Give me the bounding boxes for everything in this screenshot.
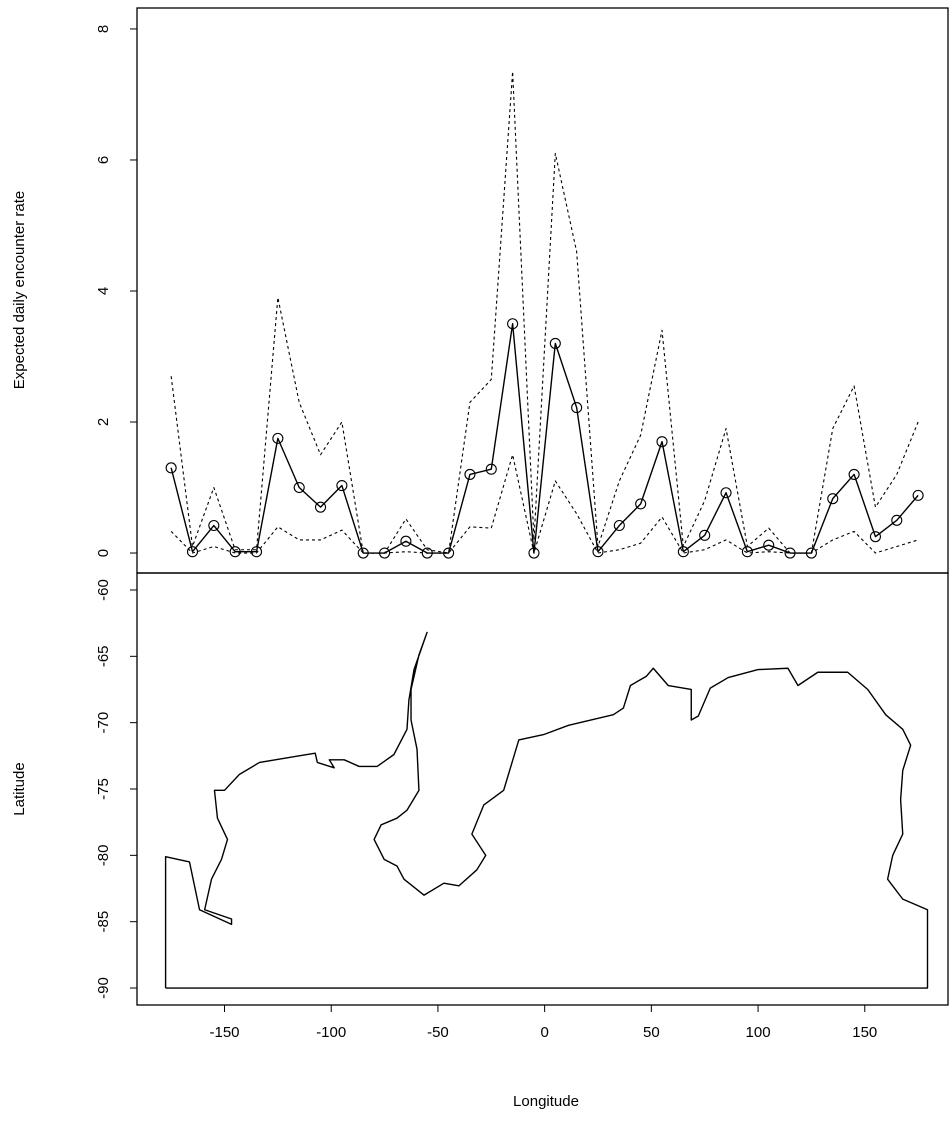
y-tick-label: -75: [95, 778, 112, 800]
data-point: [699, 529, 711, 541]
y-axis-label: Latitude: [11, 762, 28, 815]
series-line: [164, 631, 929, 989]
data-point: [720, 487, 732, 499]
y-tick-label: 4: [95, 287, 112, 295]
series-line: [170, 454, 919, 554]
data-point: [208, 519, 220, 532]
y-tick-label: -90: [95, 977, 112, 999]
data-point: [272, 432, 284, 444]
data-point: [485, 463, 497, 475]
data-point: [571, 402, 583, 414]
data-point: [293, 481, 305, 494]
data-point: [464, 468, 476, 480]
x-axis-label: Longitude: [513, 1093, 579, 1110]
data-point: [507, 318, 519, 330]
y-tick-label: 0: [95, 549, 112, 557]
x-tick-label: 100: [746, 1024, 771, 1041]
plot-frame: [136, 7, 949, 574]
y-tick-label: 2: [95, 418, 112, 426]
data-point: [549, 337, 561, 349]
y-tick-label: -65: [95, 645, 112, 667]
data-point: [165, 462, 177, 474]
x-tick-label: 50: [643, 1024, 660, 1041]
data-point: [763, 539, 775, 551]
data-point: [656, 436, 668, 448]
x-tick-label: 0: [540, 1024, 548, 1041]
data-point: [613, 519, 625, 532]
plot-frame: [136, 572, 949, 1006]
data-point: [912, 489, 924, 501]
data-point: [635, 498, 647, 510]
y-tick-label: -70: [95, 712, 112, 734]
y-tick-label: -60: [95, 579, 112, 601]
x-tick-label: 150: [852, 1024, 877, 1041]
y-tick-label: 6: [95, 156, 112, 164]
y-tick-label: -80: [95, 844, 112, 866]
x-tick-label: -50: [427, 1024, 449, 1041]
data-point: [229, 546, 241, 558]
x-tick-label: -150: [209, 1024, 239, 1041]
data-point: [848, 468, 860, 480]
data-point: [336, 479, 348, 492]
data-point: [891, 514, 903, 526]
series-line: [170, 70, 919, 554]
data-point: [528, 547, 540, 559]
y-tick-label: -85: [95, 911, 112, 933]
data-point: [400, 535, 412, 547]
x-tick-label: -100: [316, 1024, 346, 1041]
data-point: [314, 501, 327, 513]
y-axis-label: Expected daily encounter rate: [11, 191, 28, 389]
data-point: [186, 546, 199, 558]
data-point: [827, 493, 839, 505]
data-point: [443, 547, 455, 559]
y-tick-label: 8: [95, 25, 112, 33]
data-point: [869, 531, 881, 543]
